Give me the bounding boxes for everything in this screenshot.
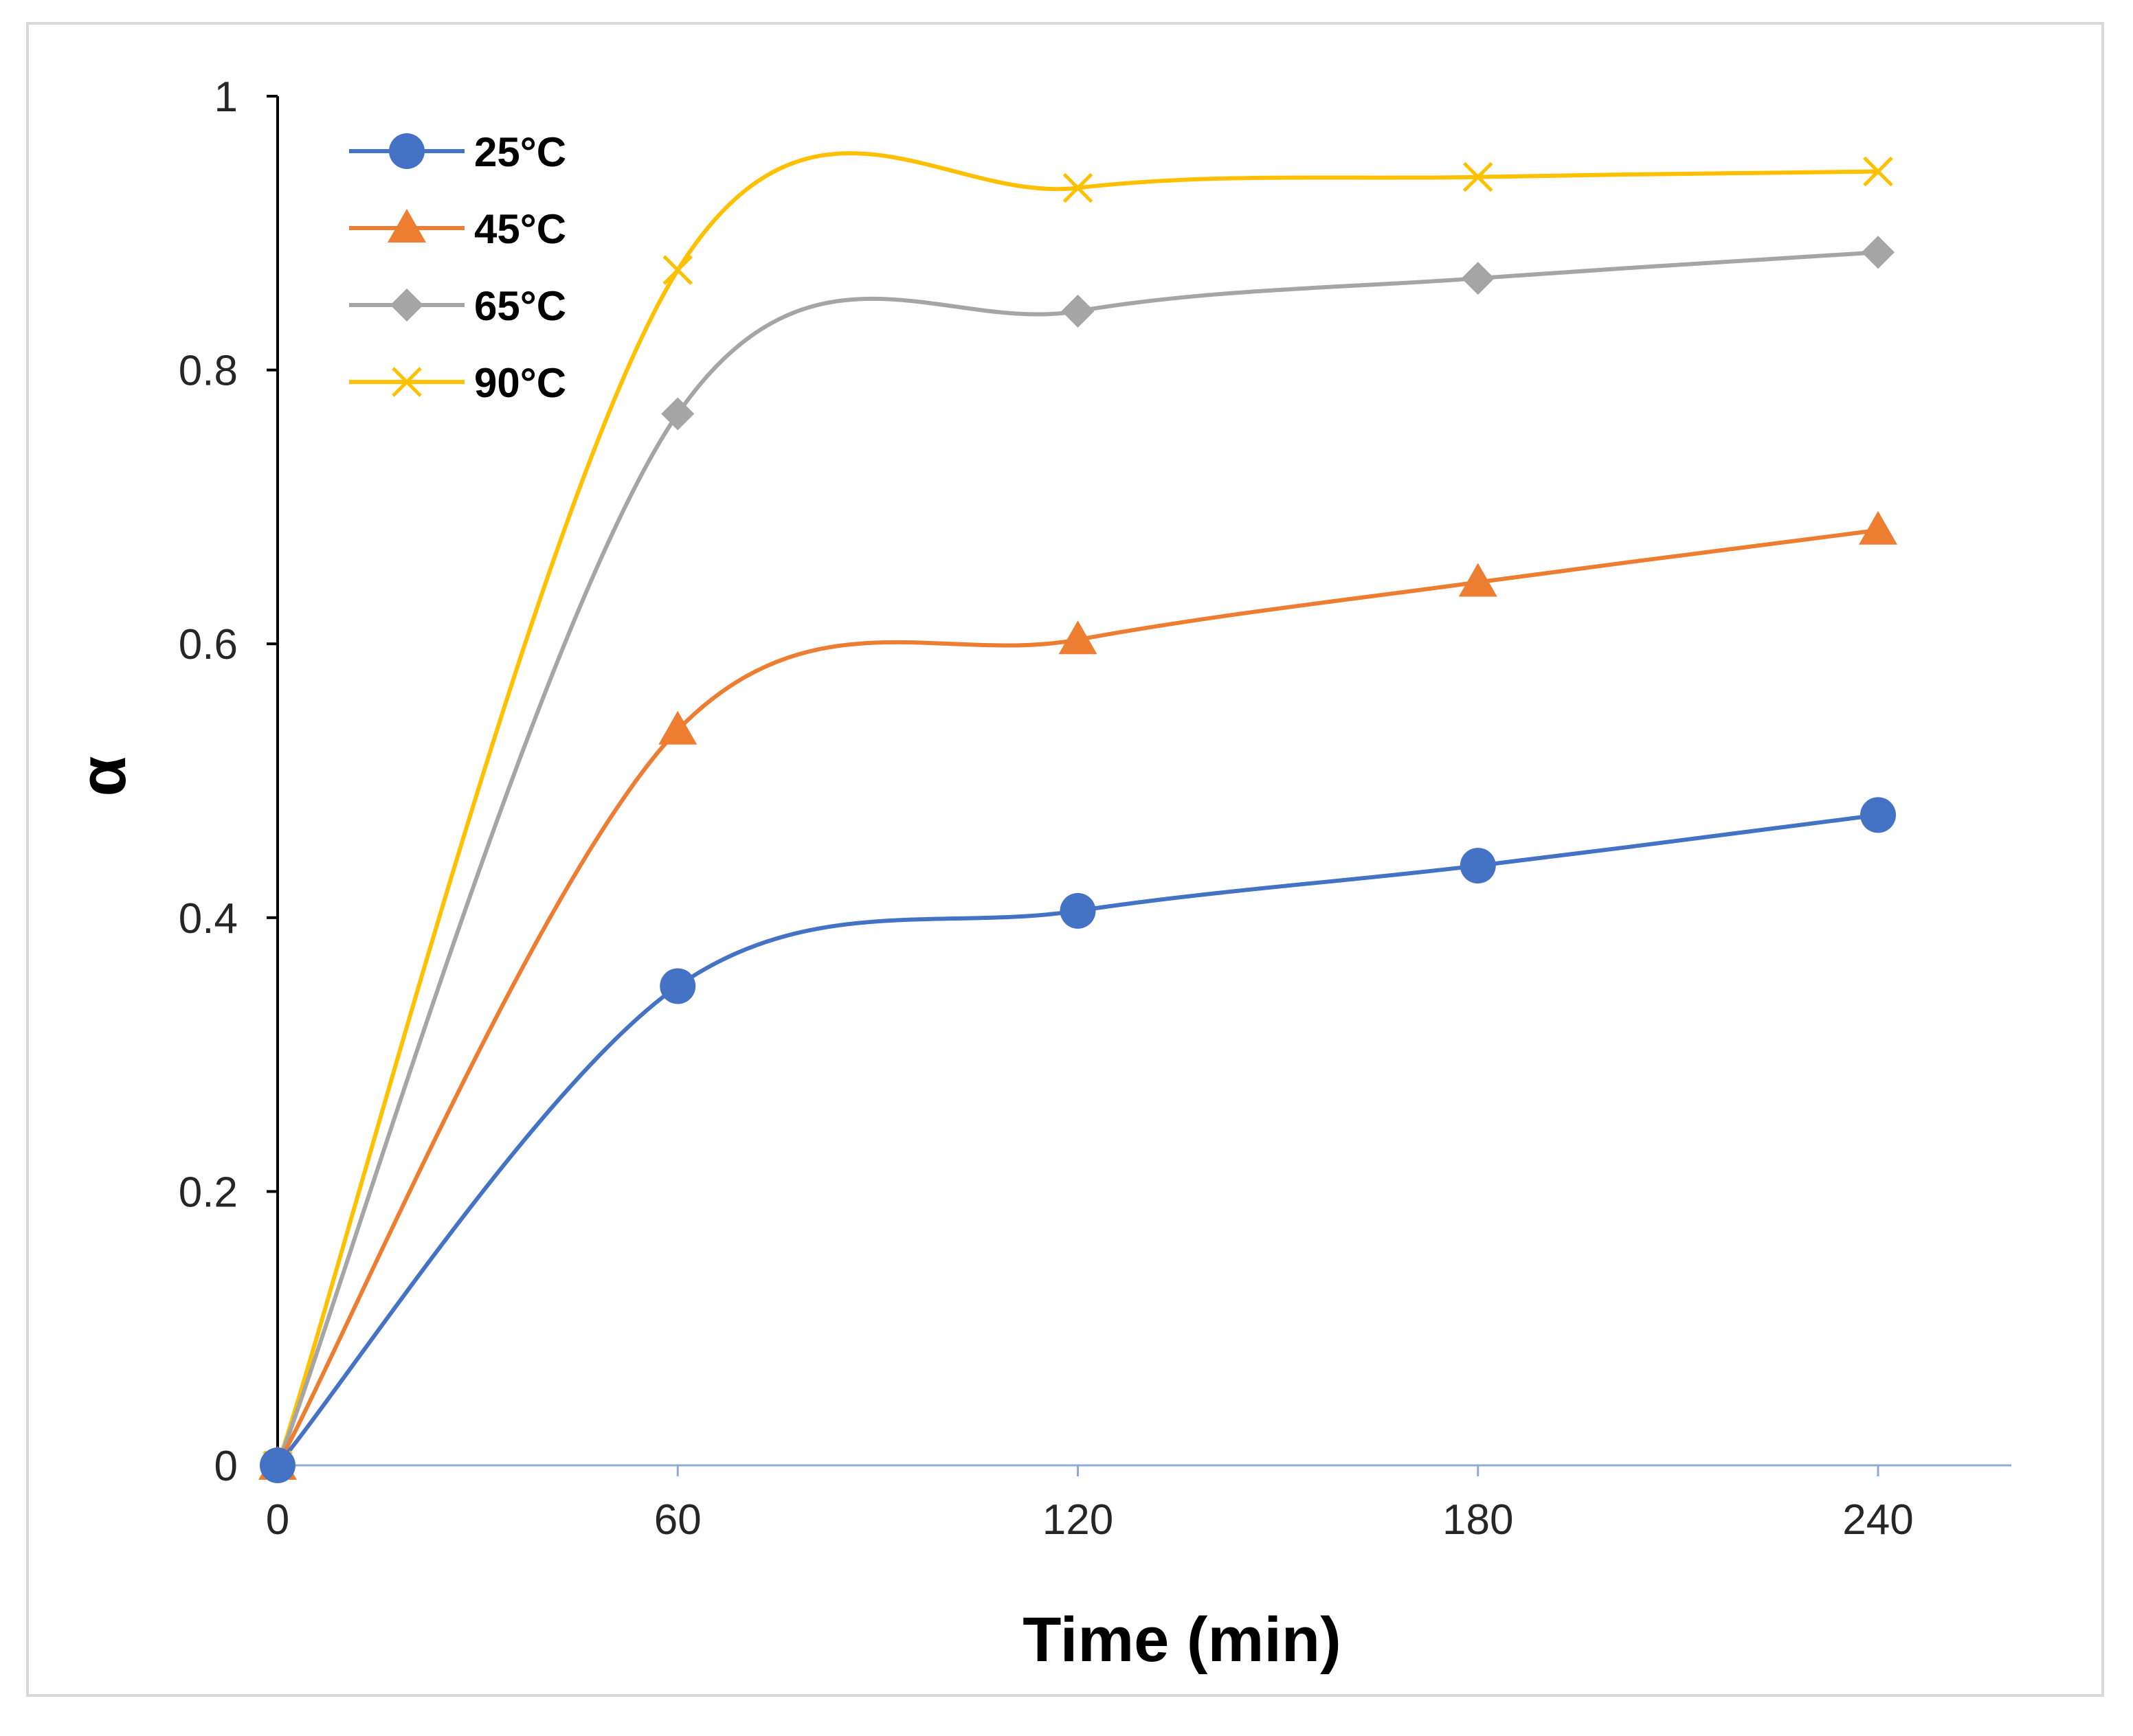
data-point-90c-240-stroke-b <box>1863 156 1893 187</box>
legend-label-25c: 25°C <box>474 129 566 175</box>
legend-marker-25c <box>389 133 425 169</box>
series-line-25c <box>276 813 1880 1467</box>
legend: 25°C 45°C 65°C 90°C <box>349 129 566 406</box>
data-point-25c-180 <box>1460 848 1496 884</box>
chart-frame <box>26 22 2104 1697</box>
x-tick-label: 0 <box>266 1496 289 1544</box>
data-point-90c-120 <box>1062 172 1093 203</box>
y-tick-label: 0 <box>214 1443 238 1490</box>
legend-marker-90c-stroke-b <box>392 367 422 397</box>
data-point-65c-120 <box>1061 294 1095 328</box>
data-point-45c-60 <box>658 710 697 745</box>
series-line-90c <box>276 151 1880 1467</box>
x-axis-title: Time (min) <box>1023 1605 1341 1675</box>
y-tick-label: 1 <box>214 74 238 121</box>
data-point-45c-120 <box>1058 620 1097 655</box>
x-axis-ticks: 0 60 120 180 240 <box>266 1465 1914 1544</box>
x-tick-label: 60 <box>654 1496 702 1544</box>
legend-label-45c: 45°C <box>474 206 566 252</box>
data-point-90c-240 <box>1863 156 1893 187</box>
legend-label-90c: 90°C <box>474 360 566 406</box>
x-tick-label: 180 <box>1442 1496 1513 1544</box>
y-tick-label: 0.2 <box>179 1169 238 1216</box>
series-line-65c <box>276 250 1880 1467</box>
y-axis-title: α <box>66 756 139 796</box>
y-tick-label: 0.8 <box>179 348 238 395</box>
data-point-45c-180 <box>1458 563 1497 597</box>
data-point-90c-180-stroke-b <box>1462 161 1493 192</box>
x-tick-label: 240 <box>1842 1496 1913 1544</box>
legend-marker-65c <box>390 289 423 322</box>
data-point-65c-240 <box>1862 236 1895 269</box>
legend-label-65c: 65°C <box>474 283 566 329</box>
data-point-45c-240 <box>1859 510 1897 545</box>
data-point-25c-60 <box>660 968 696 1004</box>
series-lines <box>276 151 1880 1467</box>
legend-marker-45c <box>388 209 426 243</box>
data-point-65c-180 <box>1461 262 1495 295</box>
y-tick-label: 0.6 <box>179 621 238 668</box>
x-tick-label: 120 <box>1042 1496 1113 1544</box>
data-point-90c-120-stroke-b <box>1062 172 1093 203</box>
data-point-25c-0 <box>260 1447 295 1483</box>
data-point-90c-60 <box>662 255 693 285</box>
series-line-45c <box>276 528 1880 1467</box>
data-point-25c-120 <box>1060 892 1096 929</box>
data-point-65c-60 <box>661 397 695 431</box>
legend-item-25c: 25°C <box>349 129 566 175</box>
legend-item-65c: 65°C <box>349 283 566 329</box>
y-axis-ticks: 0 0.2 0.4 0.6 0.8 1 <box>179 74 278 1490</box>
series-markers <box>258 156 1897 1483</box>
legend-marker-90c <box>392 367 422 397</box>
legend-item-45c: 45°C <box>349 206 566 252</box>
y-tick-label: 0.4 <box>179 895 238 943</box>
data-point-90c-180 <box>1462 161 1493 192</box>
legend-item-90c: 90°C <box>349 360 566 406</box>
data-point-90c-60-stroke-b <box>662 255 693 285</box>
data-point-25c-240 <box>1860 797 1896 833</box>
